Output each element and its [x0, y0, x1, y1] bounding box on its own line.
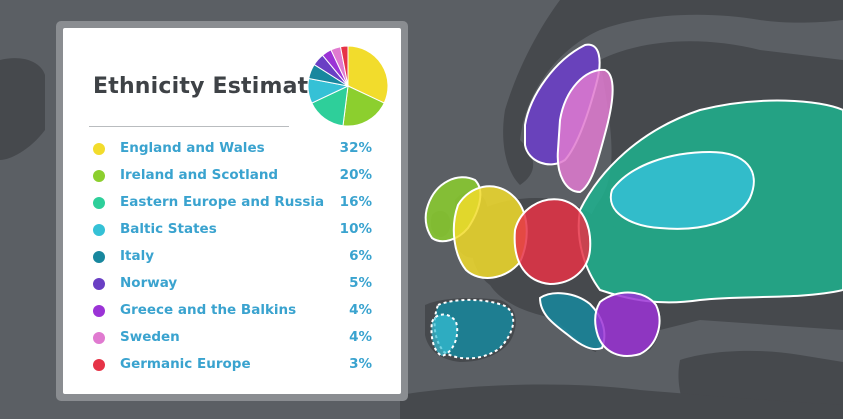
ethnicity-row: Eastern Europe and Russia 16% [63, 194, 401, 221]
ethnicity-percent: 10% [339, 221, 372, 237]
ethnicity-color-dot [93, 278, 105, 290]
sidebar-land [0, 58, 45, 160]
ethnicity-row: Sweden 4% [63, 329, 401, 356]
ethnicity-name: Germanic Europe [120, 356, 251, 372]
ethnicity-row: Norway 5% [63, 275, 401, 302]
region-sweden [556, 68, 614, 194]
ethnicity-name: Greece and the Balkins [120, 302, 297, 318]
ethnicity-name: Norway [120, 275, 178, 291]
ethnicity-percent: 32% [339, 140, 372, 156]
ethnicity-percent: 6% [349, 248, 372, 264]
ethnicity-row: Baltic States 10% [63, 221, 401, 248]
ethnicity-color-dot [93, 170, 105, 182]
ethnicity-name: Eastern Europe and Russia [120, 194, 325, 210]
ethnicity-color-dot [93, 359, 105, 371]
ethnicity-color-dot [93, 224, 105, 236]
ethnicity-color-dot [93, 143, 105, 155]
region-greece-balkins [594, 291, 661, 357]
ethnicity-color-dot [93, 305, 105, 317]
ethnicity-percent: 5% [349, 275, 372, 291]
ethnicity-color-dot [93, 251, 105, 263]
ethnicity-name: Baltic States [120, 221, 217, 237]
ethnicity-percent: 4% [349, 329, 372, 345]
ethnicity-name: England and Wales [120, 140, 265, 156]
ethnicity-row: Ireland and Scotland 20% [63, 167, 401, 194]
card-title: Ethnicity Estimate [93, 74, 324, 99]
region-portugal-outline [430, 313, 459, 358]
ethnicity-percent: 16% [339, 194, 372, 210]
ethnicity-percent: 20% [339, 167, 372, 183]
ethnicity-name: Ireland and Scotland [120, 167, 279, 183]
pie-slice [342, 85, 385, 127]
ethnicity-row: Germanic Europe 3% [63, 356, 401, 383]
ethnicity-color-dot [93, 332, 105, 344]
region-italy [538, 292, 606, 351]
ethnicity-color-dot [93, 197, 105, 209]
ethnicity-row: Greece and the Balkins 4% [63, 302, 401, 329]
ethnicity-name: Sweden [120, 329, 180, 345]
region-germanic-europe [513, 198, 592, 286]
scandinavia-land [503, 0, 843, 185]
ethnicity-row: Italy 6% [63, 248, 401, 275]
region-overlays [424, 43, 843, 360]
pie-slice [339, 45, 349, 87]
ethnicity-name: Italy [120, 248, 155, 264]
ethnicity-row: England and Wales 32% [63, 140, 401, 167]
region-baltic-states [609, 150, 755, 230]
title-divider [89, 126, 289, 127]
ethnicity-pie-chart [307, 45, 389, 127]
africa-land [400, 384, 843, 419]
ethnicity-percent: 3% [349, 356, 372, 372]
ethnicity-percent: 4% [349, 302, 372, 318]
pie-slice [347, 45, 389, 104]
ethnicity-estimate-card: Ethnicity Estimate England and Wales 32% I… [63, 28, 401, 394]
